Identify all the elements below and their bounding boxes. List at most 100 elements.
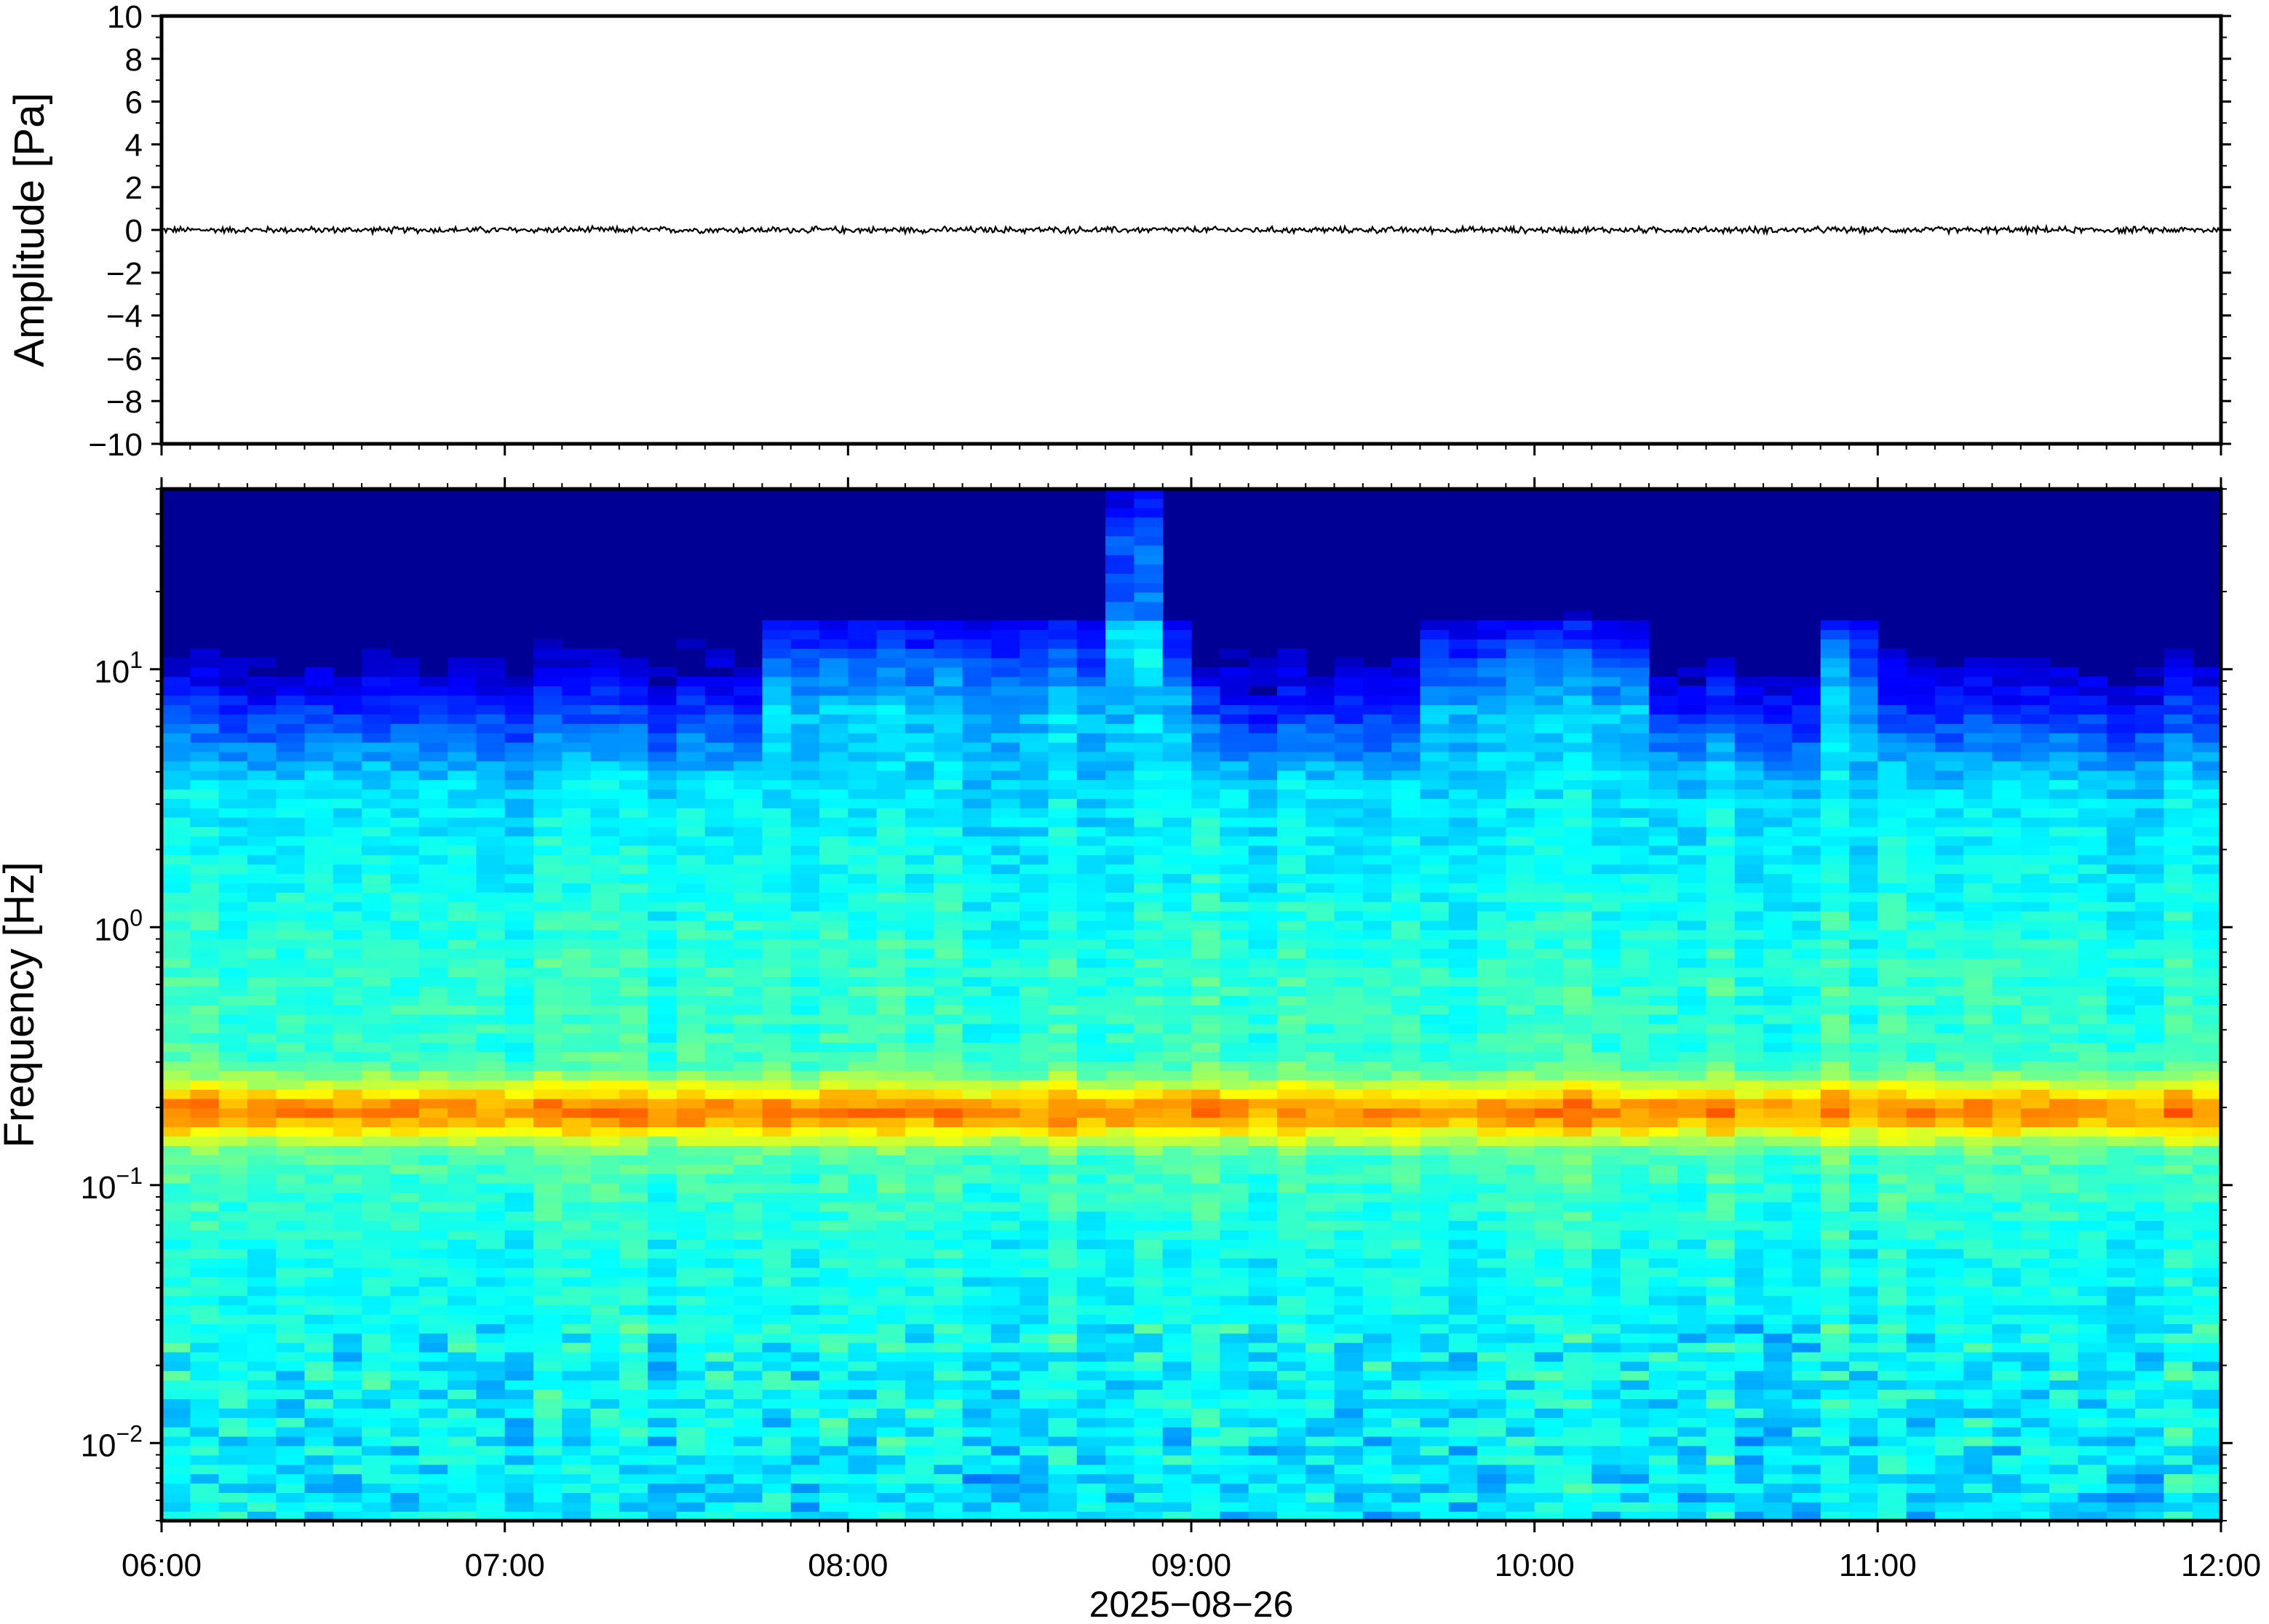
spectrogram-cell (162, 873, 191, 884)
spectrogram-cell (676, 1427, 706, 1437)
spectrogram-cell (276, 873, 306, 884)
spectrogram-cell (1134, 929, 1164, 940)
spectrogram-cell (848, 817, 878, 827)
spectrogram-cell (190, 1276, 220, 1287)
spectrogram-cell (1191, 789, 1220, 799)
spectrogram-cell (476, 1398, 506, 1409)
spectrogram-cell (1220, 1295, 1249, 1306)
spectrogram-cell (333, 892, 362, 902)
spectrogram-cell (162, 1005, 191, 1015)
spectrogram-cell (1391, 1061, 1421, 1071)
spectrogram-cell (1562, 986, 1592, 996)
spectrogram-cell (1592, 676, 1621, 687)
spectrogram-cell (790, 845, 820, 856)
spectrogram-cell (1248, 827, 1278, 837)
spectrogram-cell (1076, 1032, 1106, 1043)
spectrogram-cell (962, 798, 992, 808)
spectrogram-cell (762, 629, 792, 640)
spectrogram-cell (1592, 1473, 1621, 1484)
spectrogram-cell (905, 1464, 934, 1475)
spectrogram-cell (418, 873, 448, 884)
spectrogram-cell (1620, 1061, 1650, 1071)
spectrogram-cell (762, 1220, 792, 1230)
spectrogram-cell (1134, 1398, 1164, 1409)
spectrogram-cell (1334, 995, 1364, 1006)
spectrogram-cell (333, 1098, 362, 1109)
spectrogram-cell (619, 1342, 648, 1353)
spectrogram-cell (676, 1445, 706, 1456)
spectrogram-cell (218, 1145, 248, 1155)
spectrogram-cell (533, 1436, 563, 1446)
spectrogram-cell (1134, 864, 1164, 875)
spectrogram-cell (1134, 1136, 1164, 1146)
spectrogram-cell (562, 1005, 592, 1015)
spectrogram-cell (218, 1370, 248, 1381)
spectrogram-cell (562, 1145, 592, 1155)
spectrogram-cell (962, 958, 992, 968)
spectrogram-cell (533, 911, 563, 921)
spectrogram-cell (333, 1342, 362, 1353)
spectrogram-cell (876, 1005, 906, 1015)
spectrogram-cell (1020, 770, 1049, 781)
spectrogram-cell (1220, 1305, 1249, 1315)
spectrogram-cell (876, 1267, 906, 1278)
spectrogram-cell (704, 723, 734, 733)
spectrogram-cell (1477, 808, 1506, 818)
spectrogram-cell (1562, 1361, 1592, 1372)
spectrogram-cell (848, 1351, 878, 1362)
spectrogram-cell (1592, 1342, 1621, 1353)
spectrogram-cell (762, 1032, 792, 1043)
spectrogram-cell (276, 760, 306, 771)
spectrogram-cell (362, 1014, 392, 1024)
spectrogram-cell (304, 967, 334, 977)
spectrogram-cell (905, 620, 934, 630)
spectrogram-cell (1048, 676, 1078, 687)
spectrogram-cell (1306, 1136, 1335, 1146)
spectrogram-cell (1592, 1089, 1621, 1099)
spectrogram-cell (218, 1398, 248, 1409)
spectrogram-cell (1306, 1061, 1335, 1071)
spectrogram-cell (1420, 920, 1450, 931)
spectrogram-cell (876, 685, 906, 696)
spectrogram-cell (1534, 1286, 1564, 1297)
spectrogram-cell (619, 1333, 648, 1343)
spectrogram-cell (1477, 1174, 1506, 1184)
spectrogram-cell (1134, 1155, 1164, 1165)
spectrogram-cell (819, 1511, 849, 1521)
spectrogram-cell (448, 760, 477, 771)
spectrogram-cell (1048, 1342, 1078, 1353)
spectrogram-cell (762, 817, 792, 827)
spectrogram-cell (247, 1174, 277, 1184)
spectrogram-cell (1534, 1305, 1564, 1315)
spectrogram-cell (619, 1295, 648, 1306)
spectrogram-cell (190, 1014, 220, 1024)
spectrogram-cell (1562, 958, 1592, 968)
spectrogram-cell (1391, 1239, 1421, 1249)
spectrogram-cell (276, 1155, 306, 1165)
spectrogram-cell (476, 911, 506, 921)
spectrogram-cell (533, 1155, 563, 1165)
spectrogram-cell (819, 1249, 849, 1259)
spectrogram-cell (418, 1080, 448, 1090)
spectrogram-cell (1534, 939, 1564, 950)
spectrogram-cell (1562, 620, 1592, 630)
spectrogram-cell (1620, 976, 1650, 987)
waveform-y-tick-label: −8 (106, 384, 143, 420)
spectrogram-cell (590, 1502, 620, 1512)
spectrogram-cell (1477, 864, 1506, 875)
spectrogram-cell (1448, 1276, 1478, 1287)
spectrogram-cell (1506, 704, 1535, 715)
spectrogram-cell (1334, 695, 1364, 706)
spectrogram-cell (1391, 676, 1421, 687)
spectrogram-cell (648, 1080, 677, 1090)
spectrogram-cell (1477, 685, 1506, 696)
spectrogram-cell (276, 1005, 306, 1015)
spectrogram-cell (962, 714, 992, 724)
spectrogram-cell (247, 760, 277, 771)
spectrogram-cell (304, 1361, 334, 1372)
spectrogram-cell (934, 1023, 963, 1034)
spectrogram-cell (1391, 658, 1421, 668)
spectrogram-cell (1105, 714, 1134, 724)
spectrogram-cell (1506, 835, 1535, 846)
spectrogram-cell (1592, 620, 1621, 630)
